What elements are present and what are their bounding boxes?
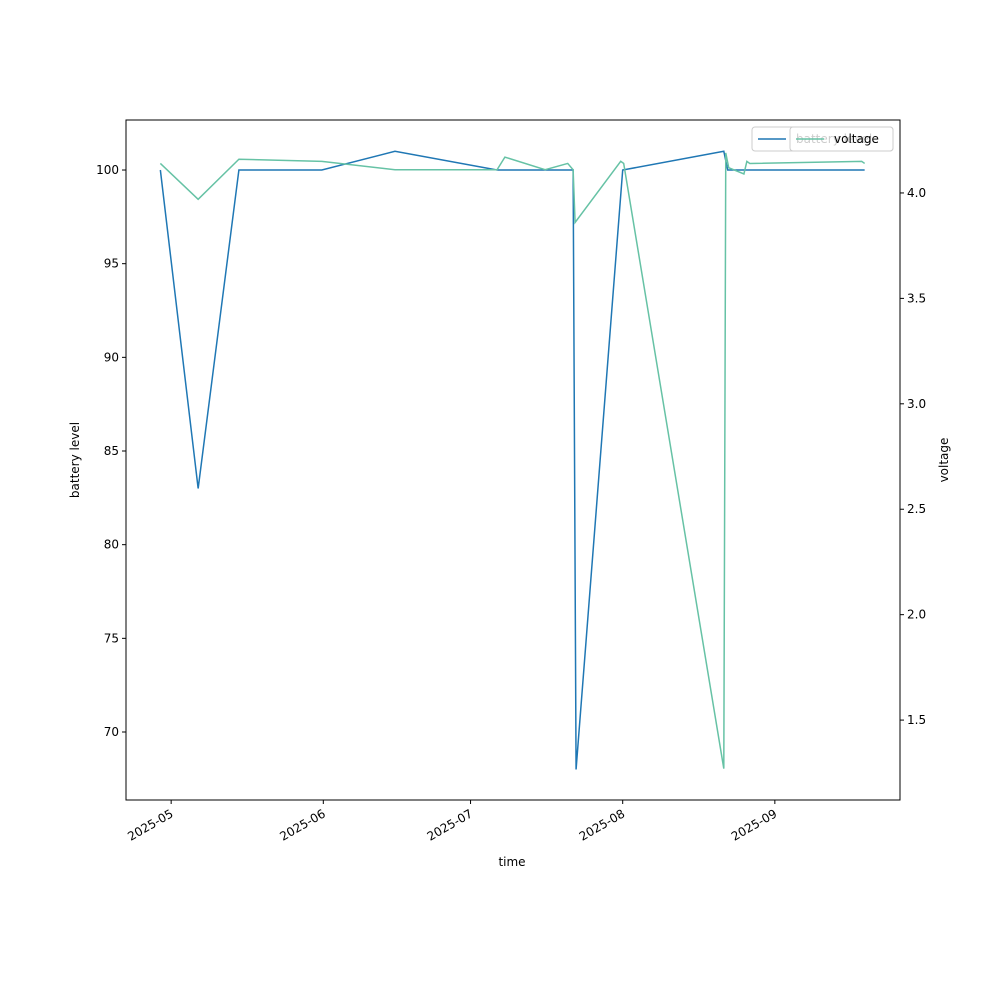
- legend-box: [789, 126, 894, 152]
- data-line: [159, 150, 865, 770]
- y2-tick-label: 2.5: [907, 502, 926, 516]
- y-tick-label: 70: [104, 725, 119, 739]
- y2-axis-label: voltage: [937, 438, 951, 483]
- plot-frame: [125, 119, 901, 801]
- legend-label: voltage: [834, 132, 879, 146]
- y2-tick-label: 1.5: [907, 713, 926, 727]
- y2-tick-label: 2.0: [907, 608, 926, 622]
- y-axis-label: battery level: [68, 422, 82, 498]
- data-line: [159, 152, 866, 769]
- y2-tick-label: 3.5: [907, 291, 926, 305]
- y-tick-label: 90: [104, 350, 119, 364]
- y-tick-label: 85: [104, 444, 119, 458]
- y-tick-label: 95: [104, 257, 119, 271]
- y-tick-label: 100: [96, 163, 119, 177]
- y-tick-label: 75: [104, 631, 119, 645]
- x-axis-label: time: [498, 855, 525, 869]
- y-tick-label: 80: [104, 538, 119, 552]
- y2-tick-label: 4.0: [907, 186, 926, 200]
- y2-tick-label: 3.0: [907, 397, 926, 411]
